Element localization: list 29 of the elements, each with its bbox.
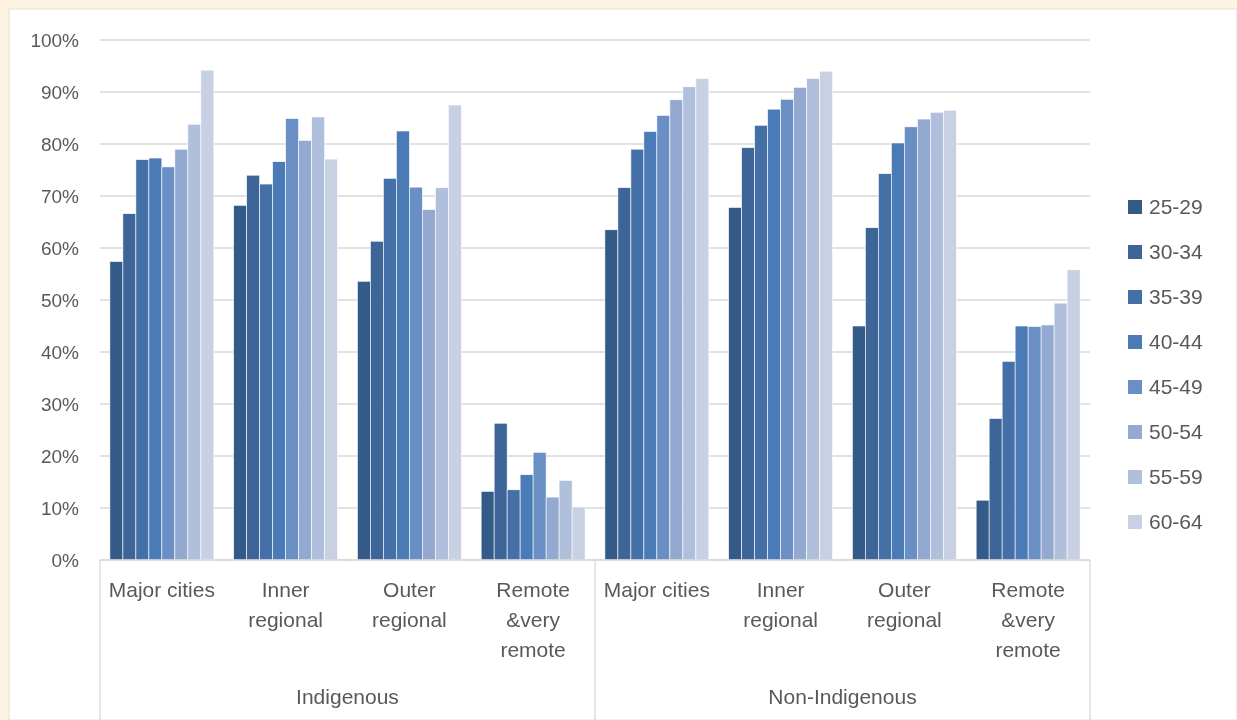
y-tick-label: 80%	[40, 133, 80, 155]
legend-label: 35-39	[1149, 285, 1203, 309]
text: Non-Indigenous	[768, 685, 917, 709]
y-tick-label: 40%	[40, 341, 80, 363]
x-tick-label: Major cities	[603, 578, 710, 602]
y-tick-label: 30%	[40, 393, 80, 415]
legend-label: 50-54	[1149, 420, 1204, 444]
x-tick-label: Outer regional	[372, 578, 447, 632]
x-tick-label: Inner regional	[743, 578, 818, 632]
x-tick-label: Major cities	[108, 578, 215, 602]
y-tick-label: 90%	[40, 81, 80, 103]
legend-label: 45-49	[1149, 375, 1203, 399]
legend-label: 25-29	[1149, 195, 1203, 219]
x-tick-label: Remote &very remote	[991, 578, 1065, 662]
x-tick-label: Outer regional	[867, 578, 942, 632]
y-tick-label: 0%	[51, 549, 80, 571]
legend-label: 55-59	[1149, 465, 1203, 489]
y-tick-label: 60%	[40, 237, 80, 259]
x-tick-label: Inner regional	[248, 578, 323, 632]
y-tick-label: 20%	[40, 445, 80, 467]
y-tick-label: 50%	[40, 289, 80, 311]
legend-label: 60-64	[1149, 510, 1204, 534]
y-tick-label: 10%	[40, 497, 80, 519]
y-tick-label: 70%	[40, 185, 80, 207]
legend-label: 40-44	[1149, 330, 1204, 354]
x-tick-label: Remote &very remote	[496, 578, 570, 662]
text: Indigenous	[296, 685, 399, 709]
legend-label: 30-34	[1149, 240, 1204, 264]
y-tick-label: 100%	[30, 29, 80, 51]
